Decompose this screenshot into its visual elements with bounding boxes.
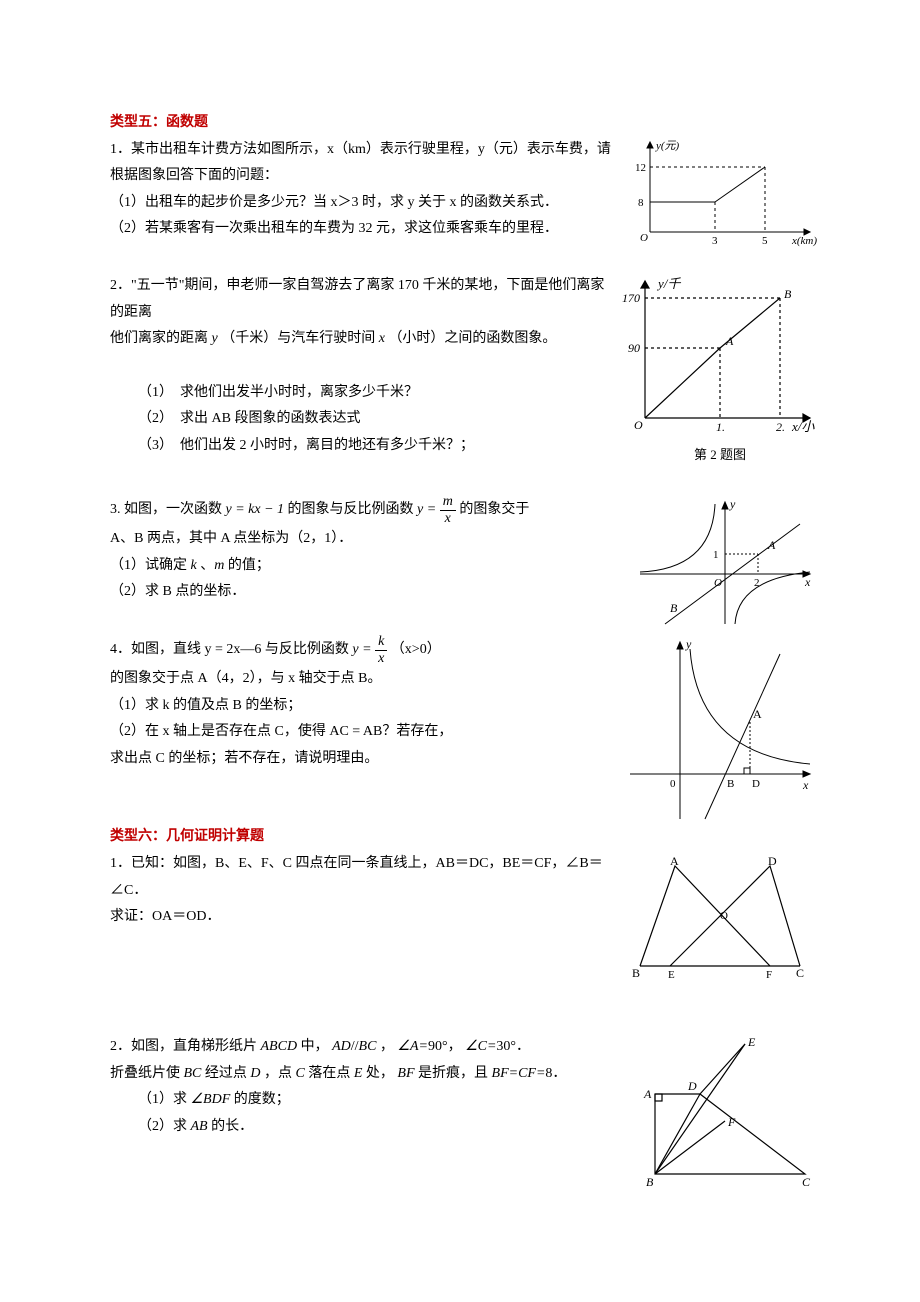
- svg-text:0: 0: [670, 778, 676, 790]
- s6q2-figure: A B C D E F: [630, 1034, 820, 1194]
- svg-text:D: D: [752, 778, 760, 790]
- svg-text:A: A: [725, 334, 734, 348]
- svg-text:F: F: [766, 969, 772, 981]
- svg-text:E: E: [668, 969, 675, 981]
- svg-text:E: E: [747, 1035, 756, 1049]
- svg-text:3: 3: [712, 235, 718, 247]
- svg-text:D: D: [687, 1079, 697, 1093]
- svg-text:A: A: [767, 538, 776, 552]
- svg-text:y/千: y/千: [656, 276, 681, 291]
- section5-title: 类型五：函数题: [110, 110, 820, 137]
- svg-text:B: B: [784, 287, 792, 301]
- svg-text:y: y: [729, 497, 736, 511]
- svg-text:O: O: [720, 910, 728, 922]
- svg-text:y: y: [685, 637, 692, 651]
- svg-text:C: C: [796, 966, 804, 980]
- svg-text:1.: 1.: [716, 420, 725, 434]
- svg-text:O: O: [714, 577, 722, 589]
- svg-text:8: 8: [638, 197, 644, 209]
- svg-text:x(km): x(km): [791, 235, 817, 247]
- svg-text:2: 2: [754, 577, 760, 589]
- svg-text:O: O: [640, 232, 648, 244]
- svg-text:1: 1: [713, 549, 719, 561]
- svg-text:B: B: [727, 778, 734, 790]
- svg-text:A: A: [670, 854, 679, 868]
- svg-text:B: B: [632, 966, 640, 980]
- svg-text:12: 12: [635, 162, 646, 174]
- q3-figure: y x O 1 2 A B: [630, 494, 820, 634]
- svg-text:x/小: x/小: [791, 419, 815, 434]
- section6-title: 类型六：几何证明计算题: [110, 824, 820, 851]
- svg-text:170: 170: [622, 291, 640, 305]
- svg-text:90: 90: [628, 341, 640, 355]
- svg-text:O: O: [634, 418, 643, 432]
- svg-text:x: x: [804, 575, 811, 589]
- svg-text:C: C: [802, 1175, 811, 1189]
- q1-figure: y(元) x(km) 8 12 3 5 O: [630, 137, 820, 247]
- q2-figure: y/千 x/小 170 90 1. 2. A B O 第 2 题图: [620, 273, 820, 468]
- svg-text:A: A: [643, 1087, 652, 1101]
- svg-text:B: B: [646, 1175, 654, 1189]
- svg-text:x: x: [802, 778, 809, 792]
- svg-text:A: A: [753, 707, 762, 721]
- q2-caption: 第 2 题图: [620, 443, 820, 468]
- q4-figure: y x 0 A B D: [620, 634, 820, 824]
- svg-text:2.: 2.: [776, 420, 785, 434]
- svg-text:F: F: [727, 1115, 736, 1129]
- svg-text:B: B: [670, 601, 678, 615]
- svg-text:y(元): y(元): [655, 140, 680, 152]
- svg-text:5: 5: [762, 235, 768, 247]
- svg-text:D: D: [768, 854, 777, 868]
- s6q1-figure: A D B C E F O: [620, 851, 820, 981]
